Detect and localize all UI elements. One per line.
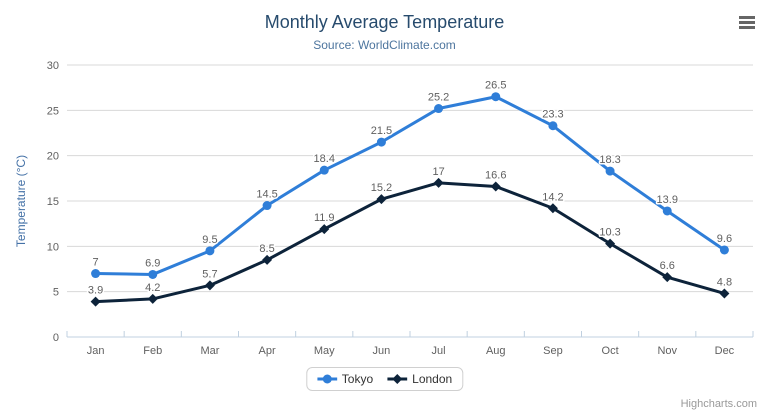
legend-label-tokyo: Tokyo [341,372,374,386]
data-point-tokyo[interactable] [376,137,386,147]
data-label-tokyo: 23.3 [542,109,563,121]
data-label-tokyo: 9.5 [202,234,217,246]
data-point-london[interactable] [719,288,730,299]
data-label-london: 3.9 [88,285,103,297]
data-label-tokyo: 25.2 [428,92,449,104]
data-point-london[interactable] [376,194,387,205]
x-axis-tick-label: Aug [486,345,506,357]
legend-circle-marker-icon [316,374,337,384]
data-label-london: 8.5 [259,243,274,255]
data-label-london: 4.2 [145,282,160,294]
menu-bar [739,16,755,19]
x-axis-tick-label: Dec [715,345,735,357]
data-point-tokyo[interactable] [662,206,672,216]
data-label-tokyo: 7 [93,257,99,269]
data-point-tokyo[interactable] [148,269,158,279]
y-axis-tick-label: 0 [53,332,59,344]
y-axis-tick-label: 20 [47,151,59,163]
credits-link[interactable]: Highcharts.com [680,398,757,410]
data-label-tokyo: 14.5 [256,189,277,201]
legend-diamond-marker-icon [387,374,408,384]
legend: Tokyo London [305,367,464,391]
data-point-tokyo[interactable] [548,121,558,131]
y-axis-tick-label: 30 [47,60,59,72]
x-axis-tick-label: Jun [373,345,391,357]
legend-item-london[interactable]: London [387,372,452,386]
y-axis-tick-label: 25 [47,105,59,117]
data-label-tokyo: 21.5 [371,125,392,137]
series-line-tokyo [94,95,726,276]
data-label-tokyo: 13.9 [657,194,678,206]
data-label-london: 14.2 [542,191,563,203]
data-point-tokyo[interactable] [205,246,215,256]
data-point-london[interactable] [147,293,158,304]
data-label-london: 4.8 [717,276,732,288]
data-label-tokyo: 18.4 [314,153,335,165]
data-label-tokyo: 18.3 [599,154,620,166]
data-point-london[interactable] [605,238,616,249]
x-axis-tick-label: May [314,345,335,357]
data-label-london: 11.9 [314,212,335,224]
data-label-london: 10.3 [599,227,620,239]
x-axis-tick-label: Apr [259,345,276,357]
chart-subtitle: Source: WorldClimate.com [313,38,456,52]
data-point-tokyo[interactable] [262,201,272,211]
data-label-tokyo: 26.5 [485,80,506,92]
y-axis-tick-label: 5 [53,287,59,299]
x-axis-tick-label: Oct [602,345,619,357]
y-axis-tick-label: 10 [47,241,59,253]
data-point-tokyo[interactable] [491,92,501,102]
data-point-tokyo[interactable] [319,165,329,175]
data-point-london[interactable] [262,254,273,265]
menu-bar [739,26,755,29]
data-point-london[interactable] [490,181,501,192]
data-label-tokyo: 9.6 [717,233,732,245]
data-label-london: 6.6 [660,260,675,272]
data-point-london[interactable] [433,177,444,188]
data-point-london[interactable] [90,296,101,307]
data-label-london: 5.7 [202,268,217,280]
x-axis-tick-label: Jan [87,345,105,357]
x-axis-tick-label: Nov [657,345,677,357]
legend-marker-shape [322,374,332,384]
data-point-tokyo[interactable] [91,269,101,279]
series-line-london [94,181,726,304]
legend-item-tokyo[interactable]: Tokyo [316,372,374,386]
x-axis-tick-label: Sep [543,345,563,357]
menu-bar [739,21,755,24]
y-axis-title: Temperature (°C) [14,155,28,247]
legend-label-london: London [412,372,453,386]
data-point-london[interactable] [204,280,215,291]
data-point-tokyo[interactable] [719,245,729,255]
data-label-tokyo: 6.9 [145,257,160,269]
hamburger-menu-icon[interactable] [739,16,755,29]
legend-marker-shape [392,374,403,384]
data-point-london[interactable] [547,203,558,214]
data-point-london[interactable] [319,224,330,235]
chart-title: Monthly Average Temperature [264,12,505,32]
data-label-london: 17 [432,166,444,178]
x-axis-tick-label: Feb [143,345,162,357]
x-axis-tick-label: Mar [200,345,219,357]
data-point-tokyo[interactable] [434,104,444,114]
x-axis-tick-label: Jul [432,345,446,357]
data-point-tokyo[interactable] [605,166,615,176]
data-point-london[interactable] [662,272,673,283]
y-axis-tick-label: 15 [47,196,59,208]
data-label-london: 15.2 [371,182,392,194]
data-label-london: 16.6 [485,169,506,181]
